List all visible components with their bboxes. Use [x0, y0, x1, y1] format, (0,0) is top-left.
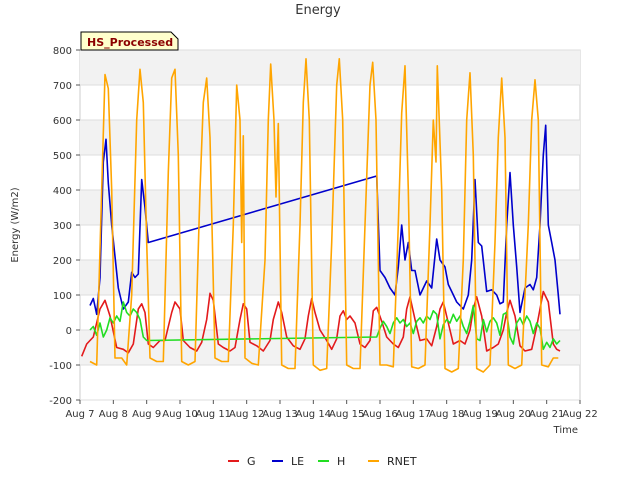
y-tick-label: -200	[49, 396, 72, 407]
series-line-rnet	[89, 58, 559, 373]
series-layer	[80, 58, 561, 373]
y-tick-label: -100	[49, 361, 72, 372]
y-tick-label: 100	[53, 291, 72, 302]
y-tick-label: 300	[53, 221, 72, 232]
y-tick-label: 200	[53, 256, 72, 267]
x-tick-label: Aug 20	[496, 409, 531, 420]
legend-label-rnet: RNET	[387, 455, 417, 468]
x-tick-label: Aug 14	[296, 409, 331, 420]
y-tick-label: 800	[53, 46, 72, 57]
x-tick-label: Aug 13	[262, 409, 297, 420]
x-tick-label: Aug 11	[196, 409, 231, 420]
x-tick-label: Aug 19	[462, 409, 497, 420]
x-tick-label: Aug 15	[329, 409, 364, 420]
series-line-g	[80, 290, 561, 357]
grid-band	[80, 190, 580, 225]
legend: G LE H RNET	[228, 455, 417, 468]
x-tick-label: Aug 22	[562, 409, 597, 420]
y-axis-label: Energy (W/m2)	[10, 187, 21, 262]
x-tick-label: Aug 9	[132, 409, 161, 420]
legend-label-le: LE	[291, 455, 304, 468]
chart-title: Energy	[295, 3, 341, 18]
processed-badge: HS_Processed	[80, 31, 179, 51]
badge-label: HS_Processed	[87, 36, 173, 49]
y-tick-label: 600	[53, 116, 72, 127]
y-tick-label: 0	[66, 326, 72, 337]
badge-box	[80, 31, 179, 51]
grid-band	[80, 50, 580, 85]
x-tick-label: Aug 8	[99, 409, 128, 420]
x-tick-label: Aug 17	[396, 409, 431, 420]
grid-band	[80, 120, 580, 155]
x-tick-label: Aug 21	[529, 409, 564, 420]
x-tick-label: Aug 10	[162, 409, 197, 420]
y-tick-label: 700	[53, 81, 72, 92]
legend-label-g: G	[247, 455, 256, 468]
x-tick-label: Aug 12	[229, 409, 264, 420]
y-tick-label: 400	[53, 186, 72, 197]
legend-label-h: H	[337, 455, 345, 468]
x-tick-label: Aug 18	[429, 409, 464, 420]
y-tick-label: 500	[53, 151, 72, 162]
x-axis-label: Time	[553, 425, 578, 436]
x-tick-label: Aug 7	[65, 409, 94, 420]
y-axis-ticks: -200 -100 0 100 200 300 400 500 600 700 800	[49, 46, 80, 407]
x-tick-label: Aug 16	[362, 409, 397, 420]
